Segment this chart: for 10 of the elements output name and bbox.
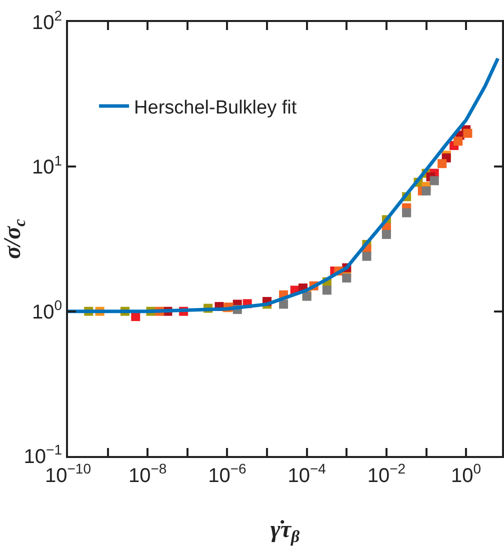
x-tick-label: 10$^{−2}$ <box>367 460 406 487</box>
y-tick-label: 10$^{1}$ <box>32 152 62 179</box>
x-tick-label: 10$^{−8}$ <box>128 460 167 487</box>
y-tick-label: 10$^{2}$ <box>32 8 62 34</box>
legend-label: Herschel-Bulkley fit <box>134 97 298 118</box>
y-tick-label: 10$^{0}$ <box>32 296 62 324</box>
x-axis-title: γ̇τ$_{β}$ <box>270 516 300 546</box>
x-tick-label: 10$^{−6}$ <box>208 460 247 487</box>
x-tick-label: 10$^{0}$ <box>451 460 482 487</box>
x-tick-label: 10$^{−4}$ <box>288 460 326 487</box>
